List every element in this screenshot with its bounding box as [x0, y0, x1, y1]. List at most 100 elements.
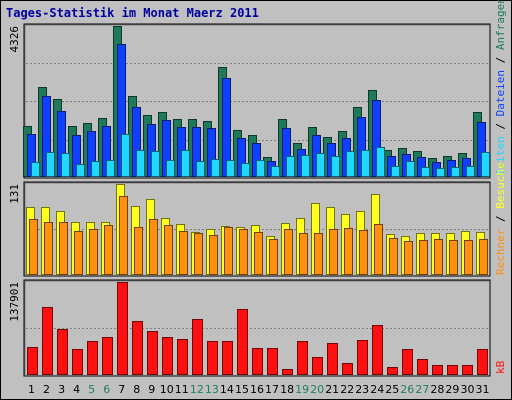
- legend-besuche: Besuche: [494, 162, 507, 208]
- seiten-bar: [61, 153, 70, 177]
- day-label: 20: [310, 383, 324, 396]
- seiten-bar: [91, 161, 100, 177]
- kb-bar: [177, 339, 188, 375]
- seiten-bar: [166, 160, 175, 177]
- kb-bar: [267, 348, 278, 375]
- kb-bar: [132, 321, 143, 375]
- top-legend: Seiten / Dateien / Anfragen: [494, 0, 507, 176]
- bottom-ymax-label: 137901: [8, 282, 21, 322]
- seiten-bar: [106, 160, 115, 177]
- rechner-bar: [404, 241, 413, 275]
- rechner-bar: [269, 239, 278, 275]
- day-label: 8: [133, 383, 140, 396]
- rechner-bar: [134, 227, 143, 275]
- seiten-bar: [211, 159, 220, 177]
- middle-legend: Rechner / Besuche: [494, 162, 507, 275]
- day-label: 19: [295, 383, 309, 396]
- rechner-bar: [224, 227, 233, 275]
- seiten-bar: [286, 156, 295, 177]
- kb-bar: [72, 349, 83, 375]
- legend-rechner: Rechner: [494, 228, 507, 275]
- rechner-bar: [419, 240, 428, 275]
- day-label: 18: [280, 383, 294, 396]
- rechner-bar: [359, 230, 368, 275]
- seiten-bar: [391, 166, 400, 177]
- rechner-bar: [89, 229, 98, 275]
- kb-bar: [87, 341, 98, 375]
- kb-bar: [372, 325, 383, 375]
- rechner-bar: [329, 229, 338, 275]
- rechner-bar: [74, 231, 83, 275]
- seiten-bar: [301, 155, 310, 177]
- kb-bar: [447, 365, 458, 375]
- kb-bar: [57, 329, 68, 375]
- day-label: 11: [175, 383, 189, 396]
- kb-bar: [327, 343, 338, 375]
- rechner-bar: [59, 222, 68, 275]
- kb-bar: [42, 307, 53, 375]
- day-label: 25: [385, 383, 399, 396]
- seiten-bar: [46, 152, 55, 177]
- kb-bar: [282, 369, 293, 375]
- seiten-bar: [421, 167, 430, 177]
- rechner-bar: [164, 225, 173, 275]
- seiten-bar: [271, 166, 280, 177]
- day-label: 23: [355, 383, 369, 396]
- seiten-bar: [331, 156, 340, 177]
- seiten-bar: [481, 152, 490, 177]
- seiten-bar: [346, 151, 355, 177]
- legend-dateien: Dateien: [494, 70, 507, 116]
- seiten-bar: [151, 151, 160, 177]
- kb-bar: [417, 359, 428, 375]
- seiten-bar: [76, 164, 85, 177]
- seiten-bar: [376, 147, 385, 177]
- day-label: 13: [205, 383, 219, 396]
- kb-bar: [162, 337, 173, 375]
- rechner-bar: [434, 239, 443, 275]
- kb-bar: [147, 331, 158, 375]
- day-label: 9: [148, 383, 155, 396]
- legend-kb: kB: [494, 360, 507, 374]
- rechner-bar: [314, 233, 323, 275]
- kb-bar: [402, 349, 413, 375]
- kb-bar: [252, 348, 263, 375]
- rechner-bar: [119, 196, 128, 275]
- day-label: 28: [430, 383, 444, 396]
- kb-bar: [297, 341, 308, 375]
- day-label: 3: [58, 383, 65, 396]
- kb-bar: [342, 363, 353, 375]
- rechner-bar: [284, 229, 293, 275]
- day-label: 29: [445, 383, 459, 396]
- rechner-bar: [374, 224, 383, 275]
- day-label: 27: [415, 383, 429, 396]
- seiten-bar: [316, 153, 325, 177]
- seiten-bar: [406, 161, 415, 177]
- rechner-bar: [299, 233, 308, 275]
- day-label: 17: [265, 383, 279, 396]
- day-label: 30: [461, 383, 475, 396]
- seiten-bar: [226, 160, 235, 177]
- day-label: 26: [400, 383, 414, 396]
- legend-seiten: Seiten: [494, 136, 507, 176]
- legend-separator: /: [494, 50, 507, 70]
- day-label: 2: [43, 383, 50, 396]
- day-label: 7: [118, 383, 125, 396]
- kb-bar: [432, 365, 443, 375]
- rechner-bar: [44, 222, 53, 275]
- day-label: 16: [250, 383, 264, 396]
- legend-separator: /: [494, 209, 507, 229]
- day-label: 15: [235, 383, 249, 396]
- kb-bar: [237, 309, 248, 375]
- kb-bar: [102, 337, 113, 375]
- day-label: 14: [220, 383, 234, 396]
- day-label: 1: [28, 383, 35, 396]
- kb-bar: [192, 319, 203, 375]
- seiten-bar: [451, 167, 460, 177]
- kb-bar: [117, 282, 128, 375]
- day-label: 22: [340, 383, 354, 396]
- seiten-bar: [121, 134, 130, 177]
- kb-bar: [357, 340, 368, 375]
- seiten-bar: [136, 150, 145, 177]
- rechner-bar: [194, 233, 203, 275]
